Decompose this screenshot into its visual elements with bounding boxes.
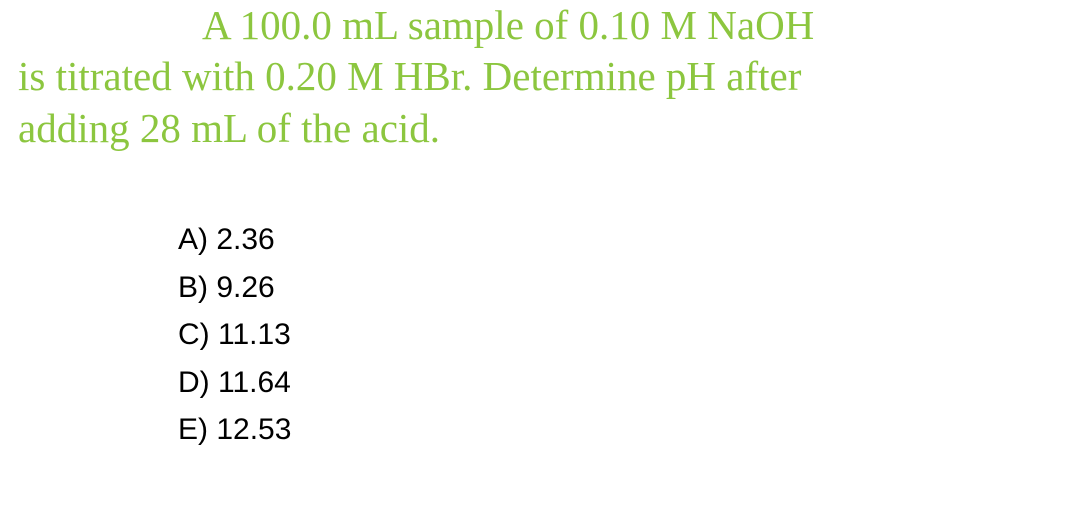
answer-choices: A) 2.36 B) 9.26 C) 11.13 D) 11.64 E) 12.… xyxy=(178,218,291,456)
page: A 100.0 mL sample of 0.10 M NaOH is titr… xyxy=(0,0,1086,508)
question-formula-naoh: NaOH xyxy=(707,2,814,48)
question-line2: is titrated with 0.20 M HBr. Determine p… xyxy=(18,53,801,99)
choice-e: E) 12.53 xyxy=(178,408,291,452)
choice-d: D) 11.64 xyxy=(178,361,291,405)
choice-a: A) 2.36 xyxy=(178,218,291,262)
question-text: A 100.0 mL sample of 0.10 M NaOH is titr… xyxy=(18,0,1068,154)
choice-c: C) 11.13 xyxy=(178,313,291,357)
question-line1-part1: A 100.0 mL sample of 0.10 M xyxy=(202,2,707,48)
question-line3: adding 28 mL of the acid. xyxy=(18,105,440,151)
choice-b: B) 9.26 xyxy=(178,266,291,310)
